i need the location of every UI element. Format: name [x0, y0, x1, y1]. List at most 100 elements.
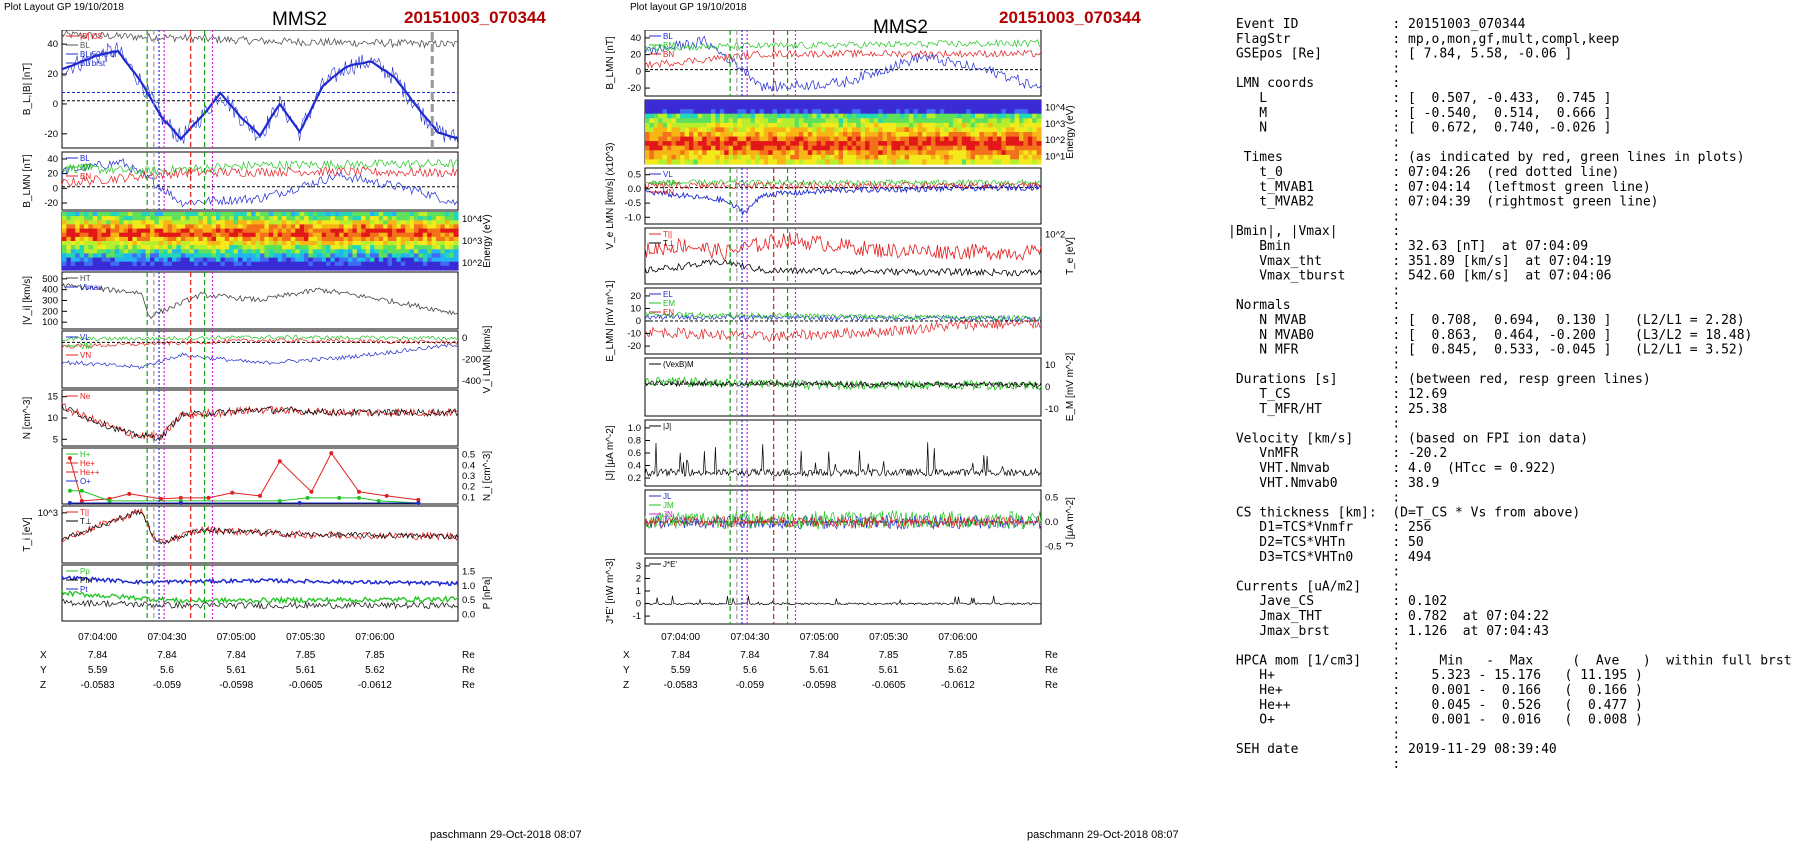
middle-spacecraft: MMS2 — [873, 17, 928, 38]
BM-series — [644, 38, 1042, 52]
y-axis-label: V_e LMN [km/s] (x10^3) — [605, 143, 616, 250]
panel-frame — [61, 505, 459, 564]
middle-footer: paschmann 29-Oct-2018 08:07 — [1027, 829, 1179, 841]
x-tick-label: 07:05:00 — [217, 632, 256, 643]
y-tick-label: 500 — [42, 274, 58, 285]
y-tick-label: 0 — [53, 99, 58, 110]
y-tick-label: -1 — [633, 611, 641, 622]
y-tick-label: 5 — [53, 434, 58, 445]
y-tick-label: 20 — [630, 50, 641, 61]
y-tick-label: 3 — [636, 561, 641, 572]
JN-series — [644, 515, 1042, 529]
info-line: : — [1228, 135, 1400, 150]
vi-component-series — [61, 343, 459, 370]
info-line: t_MVAB1 : 07:04:14 (leftmost green line) — [1228, 180, 1651, 195]
y-tick-label: 10 — [47, 413, 58, 424]
y-tick-label-right: 10^3 — [1045, 119, 1065, 130]
panel-frame — [644, 557, 1042, 625]
info-line: Vmax_tht : 351.89 [km/s] at 07:04:19 — [1228, 254, 1612, 269]
pos-row-label: Y — [623, 665, 630, 676]
info-line: D2=TCS*VHTn : 50 — [1228, 535, 1424, 550]
legend-label: He+ — [80, 459, 95, 468]
pos-unit: Re — [462, 665, 475, 676]
Te-perp-series — [644, 258, 1042, 277]
info-line: He++ : 0.045 - 0.526 ( 0.477 ) — [1228, 698, 1643, 713]
legend-label: BL brst — [80, 59, 106, 68]
info-line: : — [1228, 565, 1400, 580]
y-tick-label: -20 — [44, 129, 58, 140]
y-axis-label: J*E' [nW m^-3] — [605, 558, 616, 624]
panel-frame — [644, 30, 1042, 97]
y-tick-label-right: 10^2 — [1045, 135, 1065, 146]
y-tick-label-right: 0.5 — [1045, 493, 1058, 504]
b-component-series — [61, 166, 459, 187]
info-line: VHT.Nmvab0 : 38.9 — [1228, 476, 1439, 491]
EN-series — [644, 318, 1042, 342]
y-tick-label: 1.0 — [628, 423, 641, 434]
EM-series — [645, 311, 1042, 322]
pos-row-label: X — [40, 650, 47, 661]
y-tick-label: 0.6 — [628, 448, 641, 459]
y-tick-label-right: 0.2 — [462, 482, 475, 493]
y-tick-label: -0.5 — [625, 198, 641, 209]
legend-label: Pt — [80, 585, 88, 594]
info-line: CS thickness [km]: (D=T_CS * Vs from abo… — [1228, 505, 1580, 520]
y-tick-label: 0.8 — [628, 435, 641, 446]
y-tick-label: -20 — [44, 198, 58, 209]
info-line: : — [1228, 491, 1400, 506]
legend-label: Ne — [80, 392, 91, 401]
legend-label: BM — [80, 163, 92, 172]
info-line: N MVAB0 : [ 0.863, 0.464, -0.200 ] (L3/L… — [1228, 328, 1752, 343]
pos-value: -0.0605 — [872, 680, 906, 691]
y-tick-label-right: 1.0 — [462, 581, 475, 592]
pos-value: 5.59 — [88, 665, 108, 676]
legend-label: He++ — [80, 468, 100, 477]
legend-label: EL — [663, 290, 673, 299]
y-tick-label: 40 — [47, 154, 58, 165]
info-line: : — [1228, 357, 1400, 372]
pos-value: 5.61 — [296, 665, 316, 676]
info-line: Jmax_THT : 0.782 at 07:04:22 — [1228, 609, 1549, 624]
pos-value: -0.0598 — [219, 680, 253, 691]
info-line: N MVAB : [ 0.708, 0.694, 0.130 ] (L2/L1 … — [1228, 313, 1745, 328]
info-line: N MFR : [ 0.845, 0.533, -0.045 ] (L2/L1 … — [1228, 343, 1745, 358]
pos-value: -0.0583 — [664, 680, 698, 691]
y-tick-label: 20 — [630, 291, 641, 302]
y-tick-label: 10^3 — [38, 508, 58, 519]
y-axis-label-right: Energy (eV) — [1065, 105, 1076, 158]
pos-value: -0.0583 — [81, 680, 115, 691]
y-tick-label: 0.2 — [628, 473, 641, 484]
ion-spectrogram — [62, 212, 459, 271]
y-tick-label-right: 10^3 — [462, 236, 482, 247]
info-line: : — [1228, 209, 1400, 224]
legend-label: T⊥ — [80, 517, 92, 526]
panel-frame — [61, 389, 459, 447]
x-tick-label: 07:06:00 — [355, 632, 394, 643]
info-line: t_MVAB2 : 07:04:39 (rightmost green line… — [1228, 195, 1658, 210]
y-axis-label-right: P [nPa] — [482, 576, 493, 609]
legend-label: JN — [663, 510, 673, 519]
y-tick-label-right: -10 — [1045, 404, 1059, 415]
b-component-series — [61, 158, 459, 208]
y-axis-label-right: Energy (eV) — [482, 214, 493, 267]
y-tick-label: 0 — [636, 66, 641, 77]
info-line: Durations [s] : (between red, resp green… — [1228, 372, 1651, 387]
pos-unit: Re — [1045, 650, 1058, 661]
pos-value: 7.84 — [671, 650, 691, 661]
y-tick-label: 20 — [47, 69, 58, 80]
legend-label: Pp — [80, 567, 90, 576]
info-line: : — [1228, 61, 1400, 76]
panel-frame — [61, 330, 459, 389]
y-axis-label: B_L,|B| [nT] — [22, 63, 33, 116]
panel-2: 0.5 0.0 -0.5 -1.0 V_e LMN [km/s] (x10^3) VLVM… — [605, 143, 1042, 250]
info-line: D1=TCS*Vnmfr : 256 — [1228, 520, 1432, 535]
y-tick-label-right: -0.5 — [1045, 541, 1061, 552]
y-tick-label-right: 0 — [462, 333, 467, 344]
y-tick-label-right: 0.5 — [462, 450, 475, 461]
